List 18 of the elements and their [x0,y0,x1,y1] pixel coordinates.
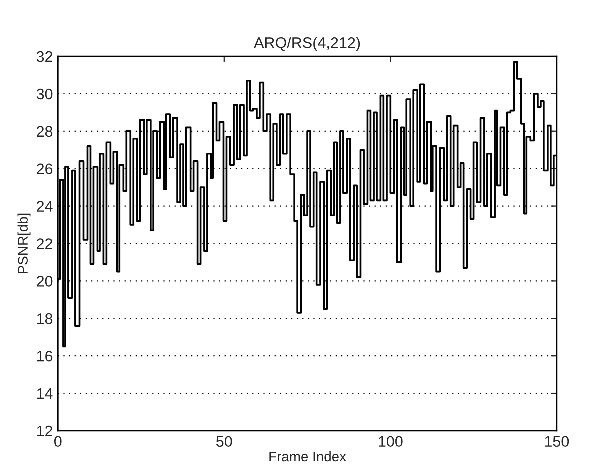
y-tick-label: 16 [37,350,53,362]
x-axis-title: Frame Index [270,451,346,462]
y-axis-title: PSNR[db] [18,214,31,274]
y-tick-label: 22 [37,238,53,250]
x-tick-label: 50 [216,436,232,448]
y-tick-label: 20 [37,276,53,287]
x-tick-label: 0 [54,436,62,448]
y-tick-label: 14 [37,388,53,400]
y-tick-label: 28 [37,126,53,138]
y-tick-label: 30 [36,88,53,100]
x-tick-label: 100 [379,436,403,448]
y-tick-label: 26 [37,164,53,175]
chart-title: ARQ/RS(4,212) [254,37,360,52]
y-tick-label: 24 [37,201,53,212]
y-tick-label: 32 [36,51,53,62]
x-tick-label: 150 [545,436,570,448]
y-tick-label: 12 [37,426,53,436]
y-tick-label: 18 [37,314,53,324]
